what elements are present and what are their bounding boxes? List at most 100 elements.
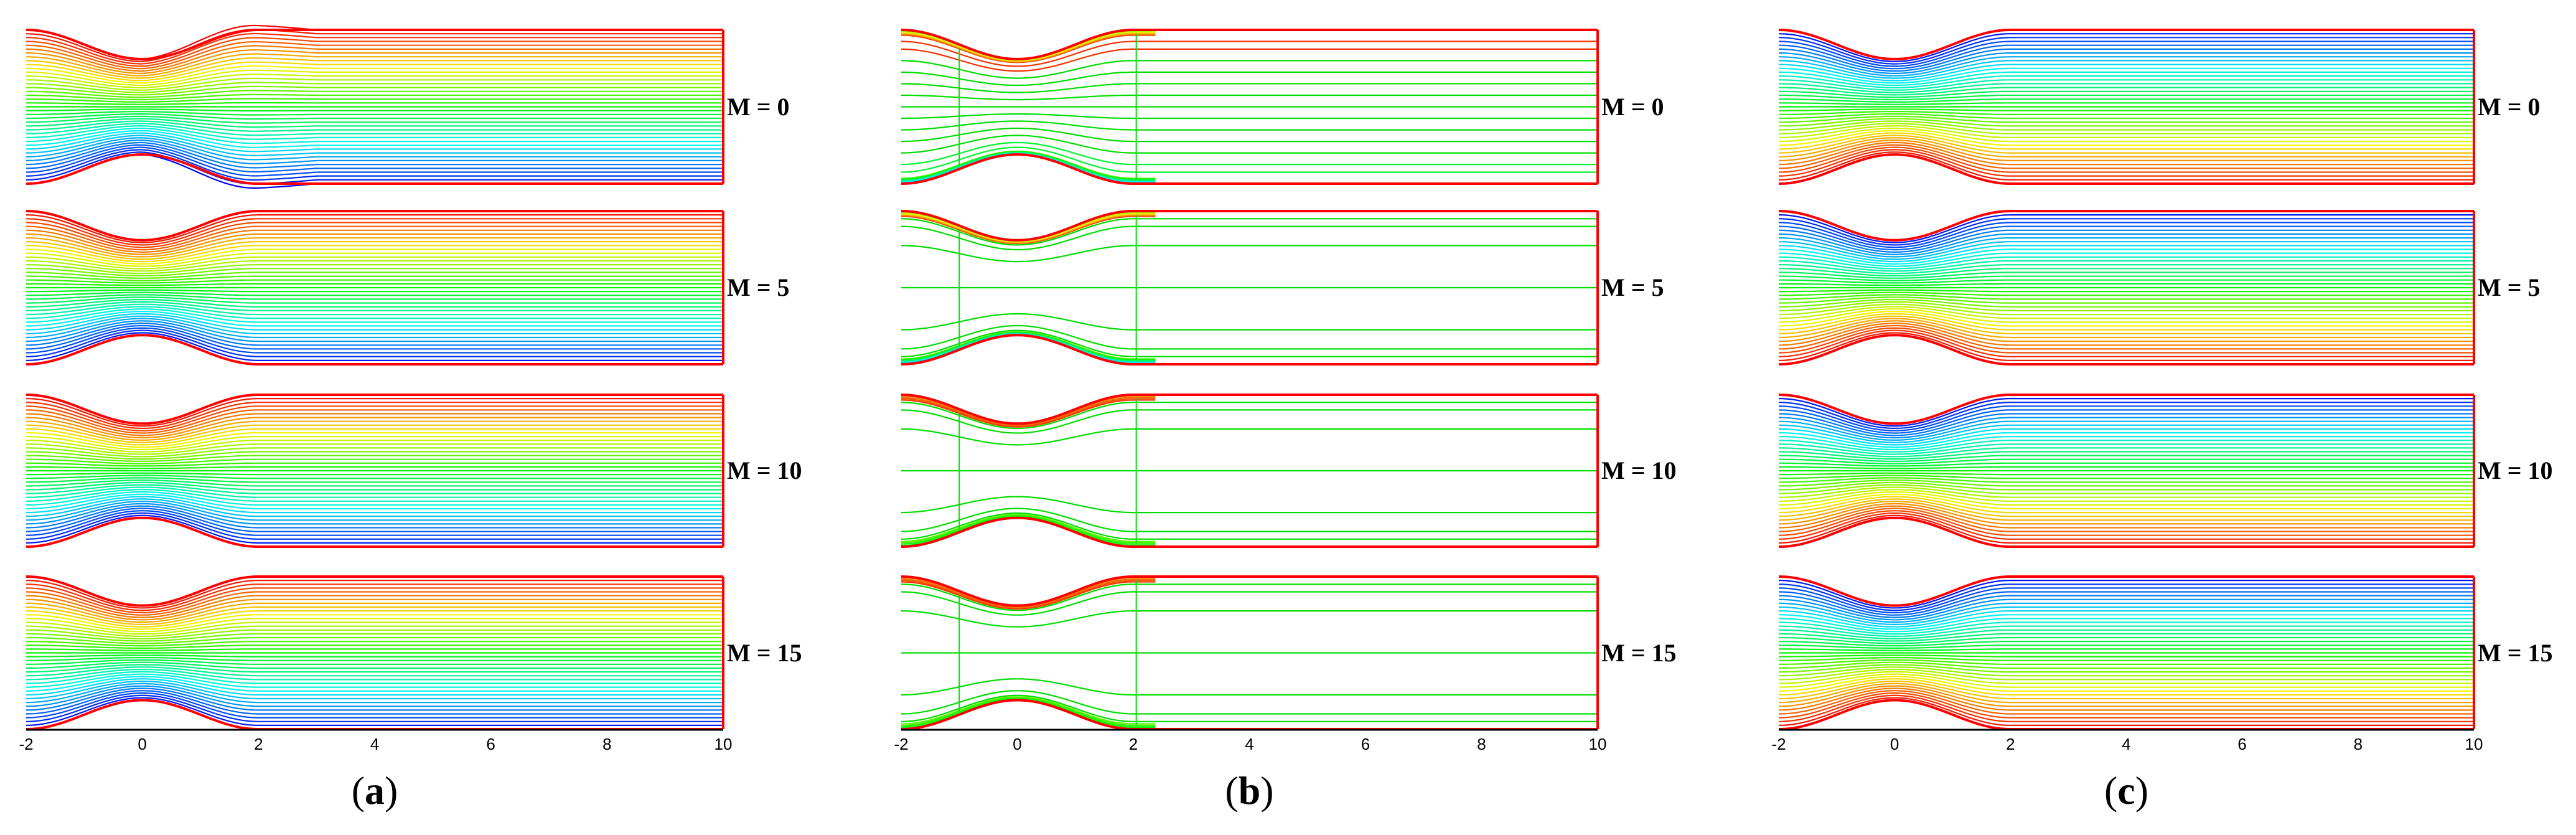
streamline [1779, 636, 2474, 644]
vorticity-contour [901, 694, 1598, 722]
streamline [1779, 472, 2474, 476]
vorticity-contour [901, 225, 1598, 251]
streamline [26, 417, 723, 439]
streamline [1778, 694, 2474, 722]
magnetic-parameter-label: M = 0 [727, 92, 790, 121]
vorticity-contour [901, 678, 1598, 696]
streamline [26, 661, 723, 669]
streamline [1779, 245, 2474, 263]
streamline [26, 151, 723, 185]
streamline [1778, 87, 2474, 96]
vorticity-contour [901, 146, 1598, 173]
channel-wall [901, 394, 1598, 425]
streamline [1778, 413, 2474, 436]
streamline [26, 45, 723, 72]
streamline [26, 73, 723, 89]
channel-wall [26, 153, 723, 185]
streamline [1778, 37, 2474, 65]
vorticity-contour [901, 696, 1156, 725]
streamline [1779, 283, 2474, 286]
streamline [26, 77, 723, 91]
streamline [26, 271, 723, 279]
streamline [1779, 301, 2474, 311]
streamline [1778, 241, 2474, 260]
streamline [26, 440, 723, 453]
streamline [1779, 489, 2474, 502]
streamline [26, 669, 723, 681]
magnetic-parameter-label: M = 5 [2478, 273, 2541, 301]
streamline [26, 291, 723, 296]
streamline [1779, 123, 2474, 134]
streamline [26, 629, 723, 639]
streamline [26, 222, 723, 248]
streamline [26, 659, 723, 665]
streamline [26, 455, 723, 462]
streamline [26, 595, 723, 618]
streamline [1778, 83, 2474, 93]
streamline [1778, 151, 2474, 181]
streamline [1778, 56, 2474, 77]
streamline [26, 41, 723, 70]
streamline [26, 315, 723, 334]
streamline [1778, 657, 2474, 661]
streamline [1779, 443, 2474, 455]
streamline [26, 37, 723, 67]
streamline [26, 65, 723, 84]
streamline [1779, 115, 2474, 123]
streamline [1778, 324, 2474, 350]
vorticity-contour [901, 134, 1598, 154]
streamline [1778, 687, 2474, 711]
streamline [26, 633, 723, 642]
streamline [26, 682, 723, 704]
vorticity-contour [901, 583, 1598, 611]
streamline [26, 690, 723, 715]
vorticity-contour [901, 697, 1156, 727]
x-tick-label: 4 [2122, 735, 2131, 753]
streamline [26, 409, 723, 434]
streamline [26, 313, 723, 331]
panel-a-row-2 [26, 394, 724, 548]
streamline [1778, 111, 2474, 115]
streamline [1778, 666, 2474, 677]
streamline [1778, 507, 2474, 532]
streamline [1779, 462, 2474, 467]
streamline [1778, 610, 2474, 628]
streamline [26, 484, 723, 494]
vorticity-contour [901, 94, 1598, 101]
streamline [26, 678, 723, 696]
panel-c-row-1 [1778, 210, 2475, 366]
streamline [26, 134, 723, 156]
streamline [26, 477, 723, 483]
streamline [1779, 436, 2474, 451]
streamline [26, 279, 723, 284]
streamline [1779, 113, 2474, 120]
streamline [26, 268, 723, 276]
streamline [26, 598, 723, 621]
streamline [26, 681, 723, 700]
streamline [1778, 323, 2474, 346]
channel-wall [901, 575, 1598, 607]
streamline [1778, 308, 2474, 323]
streamline [26, 405, 723, 432]
streamline [26, 402, 723, 429]
streamline [1778, 33, 2474, 62]
vorticity-contour [901, 690, 1598, 715]
vorticity-contour [901, 398, 1156, 427]
streamline [1779, 79, 2474, 91]
streamline [1779, 313, 2474, 331]
streamline [26, 225, 723, 251]
magnetic-parameter-label: M = 15 [1601, 638, 1677, 667]
streamline [1779, 447, 2474, 458]
streamline [1779, 648, 2474, 651]
streamline [26, 57, 723, 79]
streamline [1779, 440, 2474, 453]
streamline [26, 264, 723, 275]
panel-b-row-3 [901, 575, 1599, 730]
streamline [1779, 629, 2474, 639]
panel-a-row-3 [26, 575, 724, 730]
streamline [26, 90, 723, 98]
vorticity-contour [901, 581, 1156, 610]
streamline [1778, 248, 2474, 265]
streamline [26, 512, 723, 540]
streamline [26, 127, 723, 144]
